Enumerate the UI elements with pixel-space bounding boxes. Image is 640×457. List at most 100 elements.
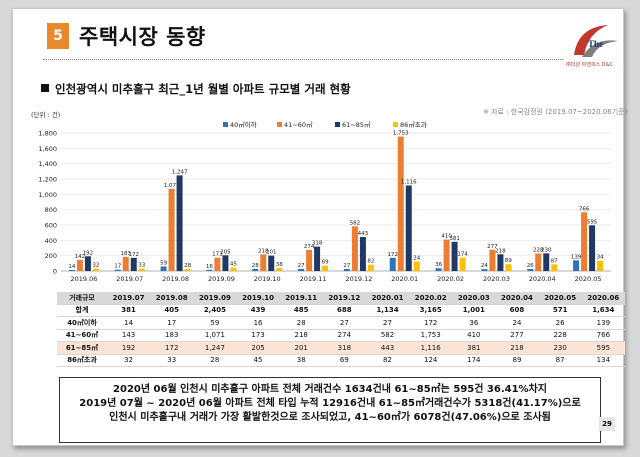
table-cell: 582 xyxy=(365,329,410,342)
table-cell: 381 xyxy=(452,341,496,355)
table-cell: 87 xyxy=(538,354,582,367)
data-label: 142 xyxy=(75,254,86,260)
bar xyxy=(214,257,221,271)
legend-label: 86㎡초과 xyxy=(400,120,427,129)
table-cell: 16 xyxy=(236,316,280,330)
table-cell: 183 xyxy=(150,329,194,342)
bar xyxy=(435,268,442,271)
y-tick-label: 800 xyxy=(45,206,57,214)
y-tick-label: 0 xyxy=(53,268,57,276)
y-tick-label: 400 xyxy=(45,237,57,245)
data-label: 24 xyxy=(413,255,420,261)
bar xyxy=(222,255,229,271)
x-tick-label: 2020.04 xyxy=(529,275,556,283)
table-cell: 2019.07 xyxy=(107,292,151,305)
table-cell: 2020.06 xyxy=(581,292,625,305)
table-cell: 1,753 xyxy=(409,329,453,342)
data-label: 32 xyxy=(92,263,99,269)
data-label: 59 xyxy=(160,260,167,266)
x-tick-label: 2019.09 xyxy=(208,275,235,283)
bar xyxy=(130,257,137,271)
table-cell: 139 xyxy=(581,316,625,330)
row-label-cell: 86㎡초과 xyxy=(57,354,107,367)
row-label-cell: 40㎡이하 xyxy=(57,316,107,330)
bar xyxy=(343,268,350,271)
bar xyxy=(481,269,488,271)
data-label: 381 xyxy=(449,236,460,242)
data-label: 33 xyxy=(138,262,145,268)
data-label: 1,116 xyxy=(401,179,417,185)
bar xyxy=(206,269,213,271)
table-cell: 205 xyxy=(236,341,280,355)
x-tick-label: 2019.10 xyxy=(254,275,281,283)
table-cell: 2019.09 xyxy=(193,292,237,305)
table-cell: 2,405 xyxy=(193,304,237,317)
table-header-row: 거래규모 2019.07 2019.08 2019.09 2019.10 2019.11 2… xyxy=(57,292,625,305)
table-cell: 595 xyxy=(581,341,625,355)
y-tick-label: 600 xyxy=(45,222,57,230)
bar xyxy=(573,260,580,271)
data-label: 218 xyxy=(495,248,506,254)
table-row: 41~60㎡ 143 183 1,071 173 218 274 582 1,753 410 277… xyxy=(57,329,625,342)
data-label: 87 xyxy=(551,258,558,264)
row-label-cell: 합계 xyxy=(57,304,107,317)
data-label: 34 xyxy=(597,255,604,261)
data-label: 1,071 xyxy=(164,183,180,189)
data-label: 595 xyxy=(587,219,598,225)
bar xyxy=(505,264,512,271)
legend-swatch xyxy=(393,122,398,127)
table-cell: 1,134 xyxy=(365,304,410,317)
bar xyxy=(589,225,596,271)
table-cell: 28 xyxy=(279,316,323,330)
bar xyxy=(68,269,75,271)
table-cell: 2020.04 xyxy=(495,292,539,305)
data-label: 24 xyxy=(481,263,488,269)
table-cell: 1,001 xyxy=(452,304,496,317)
bar xyxy=(306,249,313,271)
data-label: 205 xyxy=(220,249,231,255)
data-label: 17 xyxy=(114,264,121,270)
table-cell: 608 xyxy=(495,304,539,317)
table-cell: 2019.10 xyxy=(236,292,280,305)
bar xyxy=(367,264,374,271)
data-label: 16 xyxy=(206,264,213,270)
table-cell: 230 xyxy=(538,341,582,355)
bar xyxy=(268,255,275,271)
table-cell: 14 xyxy=(107,316,151,330)
data-label: 183 xyxy=(121,251,132,257)
table-cell: 174 xyxy=(452,354,496,367)
logo-text: The xyxy=(588,39,603,49)
x-tick-label: 2019.11 xyxy=(300,275,327,283)
table-cell: 134 xyxy=(581,354,625,367)
table-cell: 26 xyxy=(538,316,582,330)
x-tick-label: 2019.07 xyxy=(116,275,143,283)
bar xyxy=(168,188,175,271)
data-label: 172 xyxy=(129,252,140,258)
bar xyxy=(443,239,450,271)
table-cell: 218 xyxy=(279,329,323,342)
data-label: 38 xyxy=(276,262,283,268)
table-cell: 439 xyxy=(236,304,280,317)
table-cell: 277 xyxy=(495,329,539,342)
data-label: 174 xyxy=(457,252,468,258)
data-label: 172 xyxy=(388,252,399,258)
data-label: 410 xyxy=(441,234,452,240)
y-tick-label: 1,600 xyxy=(38,145,57,153)
table-cell: 2020.02 xyxy=(409,292,453,305)
data-label: 27 xyxy=(298,263,305,269)
data-table: 거래규모 2019.07 2019.08 2019.09 2019.10 2019.11 2… xyxy=(57,292,625,367)
data-label: 139 xyxy=(571,254,582,260)
bar xyxy=(405,185,412,271)
data-label: 318 xyxy=(312,241,323,247)
summary-line-3: 인천시 미추홀구내 거래가 가장 활발한것으로 조사되었고, 41~60㎡가 6… xyxy=(109,412,551,423)
table-cell: 318 xyxy=(322,341,366,355)
data-label: 173 xyxy=(212,252,223,258)
table-cell: 766 xyxy=(581,329,625,342)
table-row: 40㎡이하 14 17 59 16 28 27 27 172 36 24 26 139 xyxy=(57,316,625,330)
table-cell: 24 xyxy=(495,316,539,330)
bar xyxy=(252,268,259,271)
table-cell: 228 xyxy=(538,329,582,342)
legend-swatch xyxy=(335,122,340,127)
data-label: 14 xyxy=(68,264,75,270)
x-tick-label: 2020.02 xyxy=(437,275,464,283)
